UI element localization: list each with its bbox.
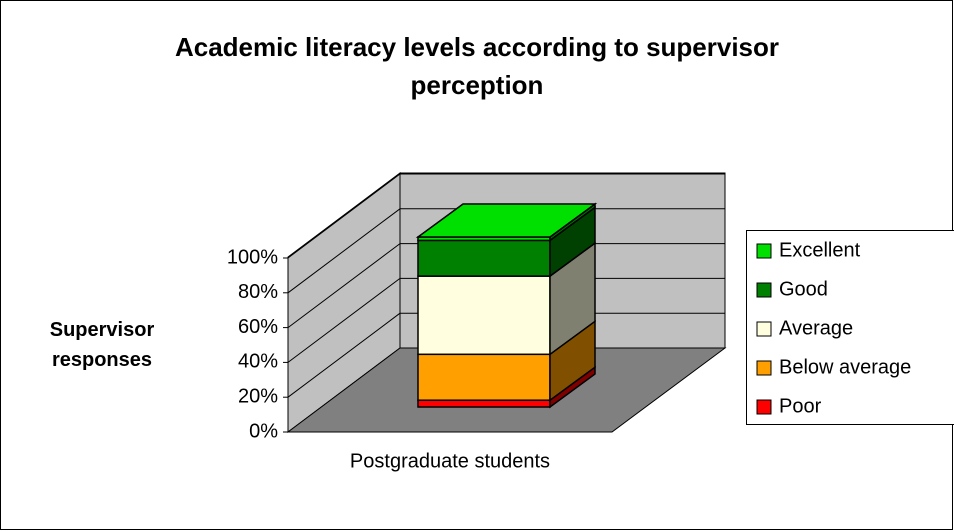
y-tick-label: 100% xyxy=(227,246,278,268)
chart-title: Academic literacy levels according to su… xyxy=(174,32,780,100)
grid-line xyxy=(287,208,401,294)
x-tick-label: Postgraduate students xyxy=(350,450,550,472)
y-tick-label: 0% xyxy=(249,420,278,442)
legend-swatch xyxy=(756,282,772,298)
legend-swatch xyxy=(756,243,772,259)
y-axis-label: Supervisor responses xyxy=(49,319,155,371)
legend-box xyxy=(746,230,954,425)
grid-line xyxy=(287,173,401,259)
bar-segment xyxy=(417,353,551,401)
legend-label: Excellent xyxy=(779,239,861,261)
y-tick-label: 60% xyxy=(238,316,278,338)
y-tick-label: 20% xyxy=(238,385,278,407)
grid-line xyxy=(287,243,401,329)
legend-label: Good xyxy=(779,278,828,300)
legend-swatch xyxy=(756,360,772,376)
legend-swatch xyxy=(756,321,772,337)
legend-label: Poor xyxy=(779,395,822,417)
bar-top xyxy=(415,203,598,238)
grid-line xyxy=(287,277,401,363)
y-tick-label: 80% xyxy=(238,281,278,303)
bar-segment xyxy=(417,275,551,356)
legend-label: Below average xyxy=(779,356,911,378)
legend-label: Average xyxy=(779,317,853,339)
y-tick-label: 40% xyxy=(238,351,278,373)
bar-segment xyxy=(417,399,551,408)
bar-segment xyxy=(417,239,551,277)
grid-line xyxy=(287,312,401,398)
legend-swatch xyxy=(756,399,772,415)
